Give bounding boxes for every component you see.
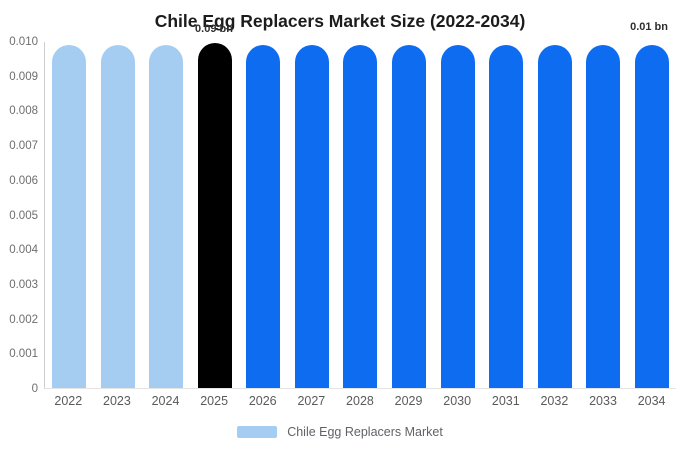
x-tick-label-2025: 2025 (200, 394, 229, 408)
x-tick-label-2030: 2030 (443, 394, 472, 408)
bar-slot (191, 42, 240, 388)
bar-slot (288, 42, 337, 388)
bar-2024[interactable] (149, 45, 184, 388)
bar-2029[interactable] (391, 45, 426, 388)
chart-title: Chile Egg Replacers Market Size (2022-20… (154, 11, 526, 31)
x-tick-label-2026: 2026 (248, 394, 277, 408)
y-tick-label: 0.007 (9, 140, 38, 153)
legend-swatch-icon (237, 426, 278, 438)
legend[interactable]: Chile Egg Replacers Market (0, 425, 680, 439)
x-tick-label-2022: 2022 (54, 394, 83, 408)
x-tick-label-2029: 2029 (394, 394, 423, 408)
bar-2027[interactable] (294, 45, 329, 388)
legend-label: Chile Egg Replacers Market (287, 425, 443, 439)
y-tick-label: 0.009 (9, 70, 38, 83)
x-tick-label-2032: 2032 (540, 394, 569, 408)
bar-slot (94, 42, 143, 388)
bar-2032[interactable] (537, 45, 572, 388)
y-tick-label: 0.008 (9, 105, 38, 118)
bar-2023[interactable] (100, 45, 135, 388)
x-tick-label-2028: 2028 (346, 394, 374, 408)
y-axis: 0 0.001 0.002 0.003 0.004 0.005 0.006 0.007 0.00… (0, 36, 40, 395)
bar-2034[interactable] (634, 45, 669, 388)
y-tick-label: 0.005 (9, 209, 38, 222)
bar-2031[interactable] (489, 45, 524, 388)
y-tick-label: 0.006 (9, 174, 38, 187)
y-tick-label: 0.004 (9, 244, 38, 257)
bar-slot (142, 42, 191, 388)
bar-slot (627, 42, 676, 388)
y-tick-label: 0.010 (9, 36, 38, 48)
bar-slot (385, 42, 434, 388)
y-tick-label: 0.002 (9, 313, 38, 326)
bar-slot (482, 42, 531, 388)
bar-2026[interactable] (246, 45, 281, 388)
x-tick-label-2027: 2027 (297, 394, 326, 408)
bar-slot (336, 42, 385, 388)
bar-2025[interactable] (197, 43, 232, 388)
bar-2030[interactable] (440, 45, 475, 388)
bar-slot (530, 42, 579, 388)
x-axis: 2022 2023 2024 2025 2026 2027 2028 2029 2030 2031… (44, 394, 676, 408)
data-label-2034: 0.01 bn (630, 21, 668, 33)
data-label-2025: 0.09 bn (195, 23, 233, 35)
bar-2022[interactable] (52, 45, 87, 388)
bar-2033[interactable] (586, 45, 621, 388)
y-tick-label: 0.003 (9, 278, 38, 291)
bar-2028[interactable] (343, 45, 378, 388)
plot-area (44, 42, 676, 389)
bar-slot (45, 42, 94, 388)
x-tick-label-2033: 2033 (589, 394, 617, 408)
x-tick-label-2034: 2034 (637, 394, 666, 408)
bar-slot (239, 42, 288, 388)
bar-slot (433, 42, 482, 388)
y-tick-label: 0 (31, 383, 38, 395)
bar-slot (579, 42, 628, 388)
y-tick-label: 0.001 (9, 348, 38, 361)
x-tick-label-2024: 2024 (151, 394, 180, 408)
bar-series (45, 42, 676, 388)
x-tick-label-2031: 2031 (491, 394, 520, 408)
x-tick-label-2023: 2023 (103, 394, 131, 408)
